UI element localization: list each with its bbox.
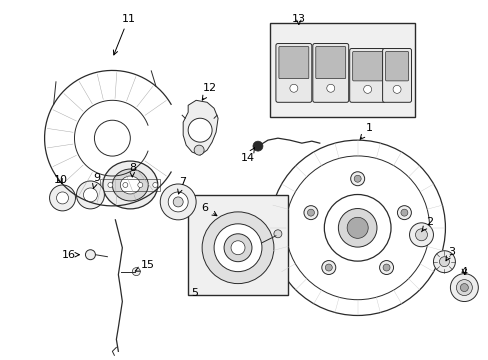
FancyBboxPatch shape bbox=[275, 44, 311, 102]
Ellipse shape bbox=[102, 161, 158, 209]
Text: 14: 14 bbox=[241, 148, 255, 163]
Circle shape bbox=[363, 85, 371, 93]
Circle shape bbox=[392, 85, 400, 93]
Circle shape bbox=[432, 251, 454, 273]
Circle shape bbox=[188, 118, 212, 142]
Text: 2: 2 bbox=[421, 217, 432, 232]
Circle shape bbox=[57, 192, 68, 204]
Circle shape bbox=[325, 264, 332, 271]
Circle shape bbox=[108, 183, 113, 188]
Circle shape bbox=[382, 264, 389, 271]
FancyBboxPatch shape bbox=[315, 46, 345, 78]
Text: 3: 3 bbox=[445, 247, 454, 261]
Text: 8: 8 bbox=[128, 163, 136, 177]
Text: 9: 9 bbox=[92, 173, 100, 189]
Circle shape bbox=[455, 280, 471, 296]
Text: 6: 6 bbox=[201, 203, 216, 216]
Circle shape bbox=[459, 284, 468, 292]
Text: 15: 15 bbox=[135, 260, 155, 271]
Circle shape bbox=[94, 120, 130, 156]
Circle shape bbox=[449, 274, 477, 302]
Circle shape bbox=[324, 194, 390, 261]
FancyBboxPatch shape bbox=[349, 49, 385, 102]
Text: 4: 4 bbox=[460, 267, 467, 276]
Circle shape bbox=[321, 261, 335, 275]
Text: 16: 16 bbox=[61, 250, 75, 260]
Circle shape bbox=[214, 224, 262, 272]
Circle shape bbox=[289, 84, 297, 92]
Circle shape bbox=[379, 261, 393, 275]
Circle shape bbox=[273, 230, 281, 238]
Bar bbox=[269, 23, 414, 117]
Circle shape bbox=[353, 175, 361, 182]
Circle shape bbox=[397, 206, 410, 220]
Text: 12: 12 bbox=[202, 84, 217, 100]
Circle shape bbox=[138, 183, 142, 188]
FancyBboxPatch shape bbox=[312, 44, 348, 102]
Circle shape bbox=[160, 184, 196, 220]
Circle shape bbox=[83, 188, 97, 202]
Circle shape bbox=[76, 181, 104, 209]
Text: 5: 5 bbox=[191, 288, 198, 298]
Circle shape bbox=[338, 208, 376, 247]
FancyBboxPatch shape bbox=[278, 46, 308, 78]
FancyBboxPatch shape bbox=[352, 51, 382, 81]
Text: 7: 7 bbox=[177, 177, 185, 194]
Circle shape bbox=[415, 229, 427, 241]
Ellipse shape bbox=[112, 169, 148, 201]
Circle shape bbox=[49, 185, 75, 211]
Circle shape bbox=[326, 84, 334, 92]
Circle shape bbox=[168, 192, 188, 212]
Text: 1: 1 bbox=[360, 123, 372, 139]
Ellipse shape bbox=[120, 176, 140, 194]
FancyBboxPatch shape bbox=[385, 51, 407, 81]
Circle shape bbox=[350, 172, 364, 186]
Circle shape bbox=[346, 217, 367, 238]
Circle shape bbox=[230, 241, 244, 255]
Circle shape bbox=[122, 183, 127, 188]
Bar bbox=[100, 179, 160, 191]
Circle shape bbox=[439, 257, 448, 267]
Circle shape bbox=[173, 197, 183, 207]
Text: 13: 13 bbox=[291, 14, 305, 24]
Circle shape bbox=[400, 209, 407, 216]
Polygon shape bbox=[183, 100, 218, 155]
Circle shape bbox=[152, 183, 158, 188]
Circle shape bbox=[85, 250, 95, 260]
Circle shape bbox=[408, 223, 432, 247]
Text: 10: 10 bbox=[53, 175, 67, 185]
Circle shape bbox=[307, 209, 314, 216]
Circle shape bbox=[304, 206, 317, 220]
Bar bbox=[188, 195, 287, 294]
FancyBboxPatch shape bbox=[382, 49, 411, 102]
Circle shape bbox=[252, 141, 263, 151]
Circle shape bbox=[224, 234, 251, 262]
Circle shape bbox=[202, 212, 273, 284]
Circle shape bbox=[132, 268, 140, 276]
Text: 11: 11 bbox=[113, 14, 135, 55]
Circle shape bbox=[194, 145, 203, 155]
